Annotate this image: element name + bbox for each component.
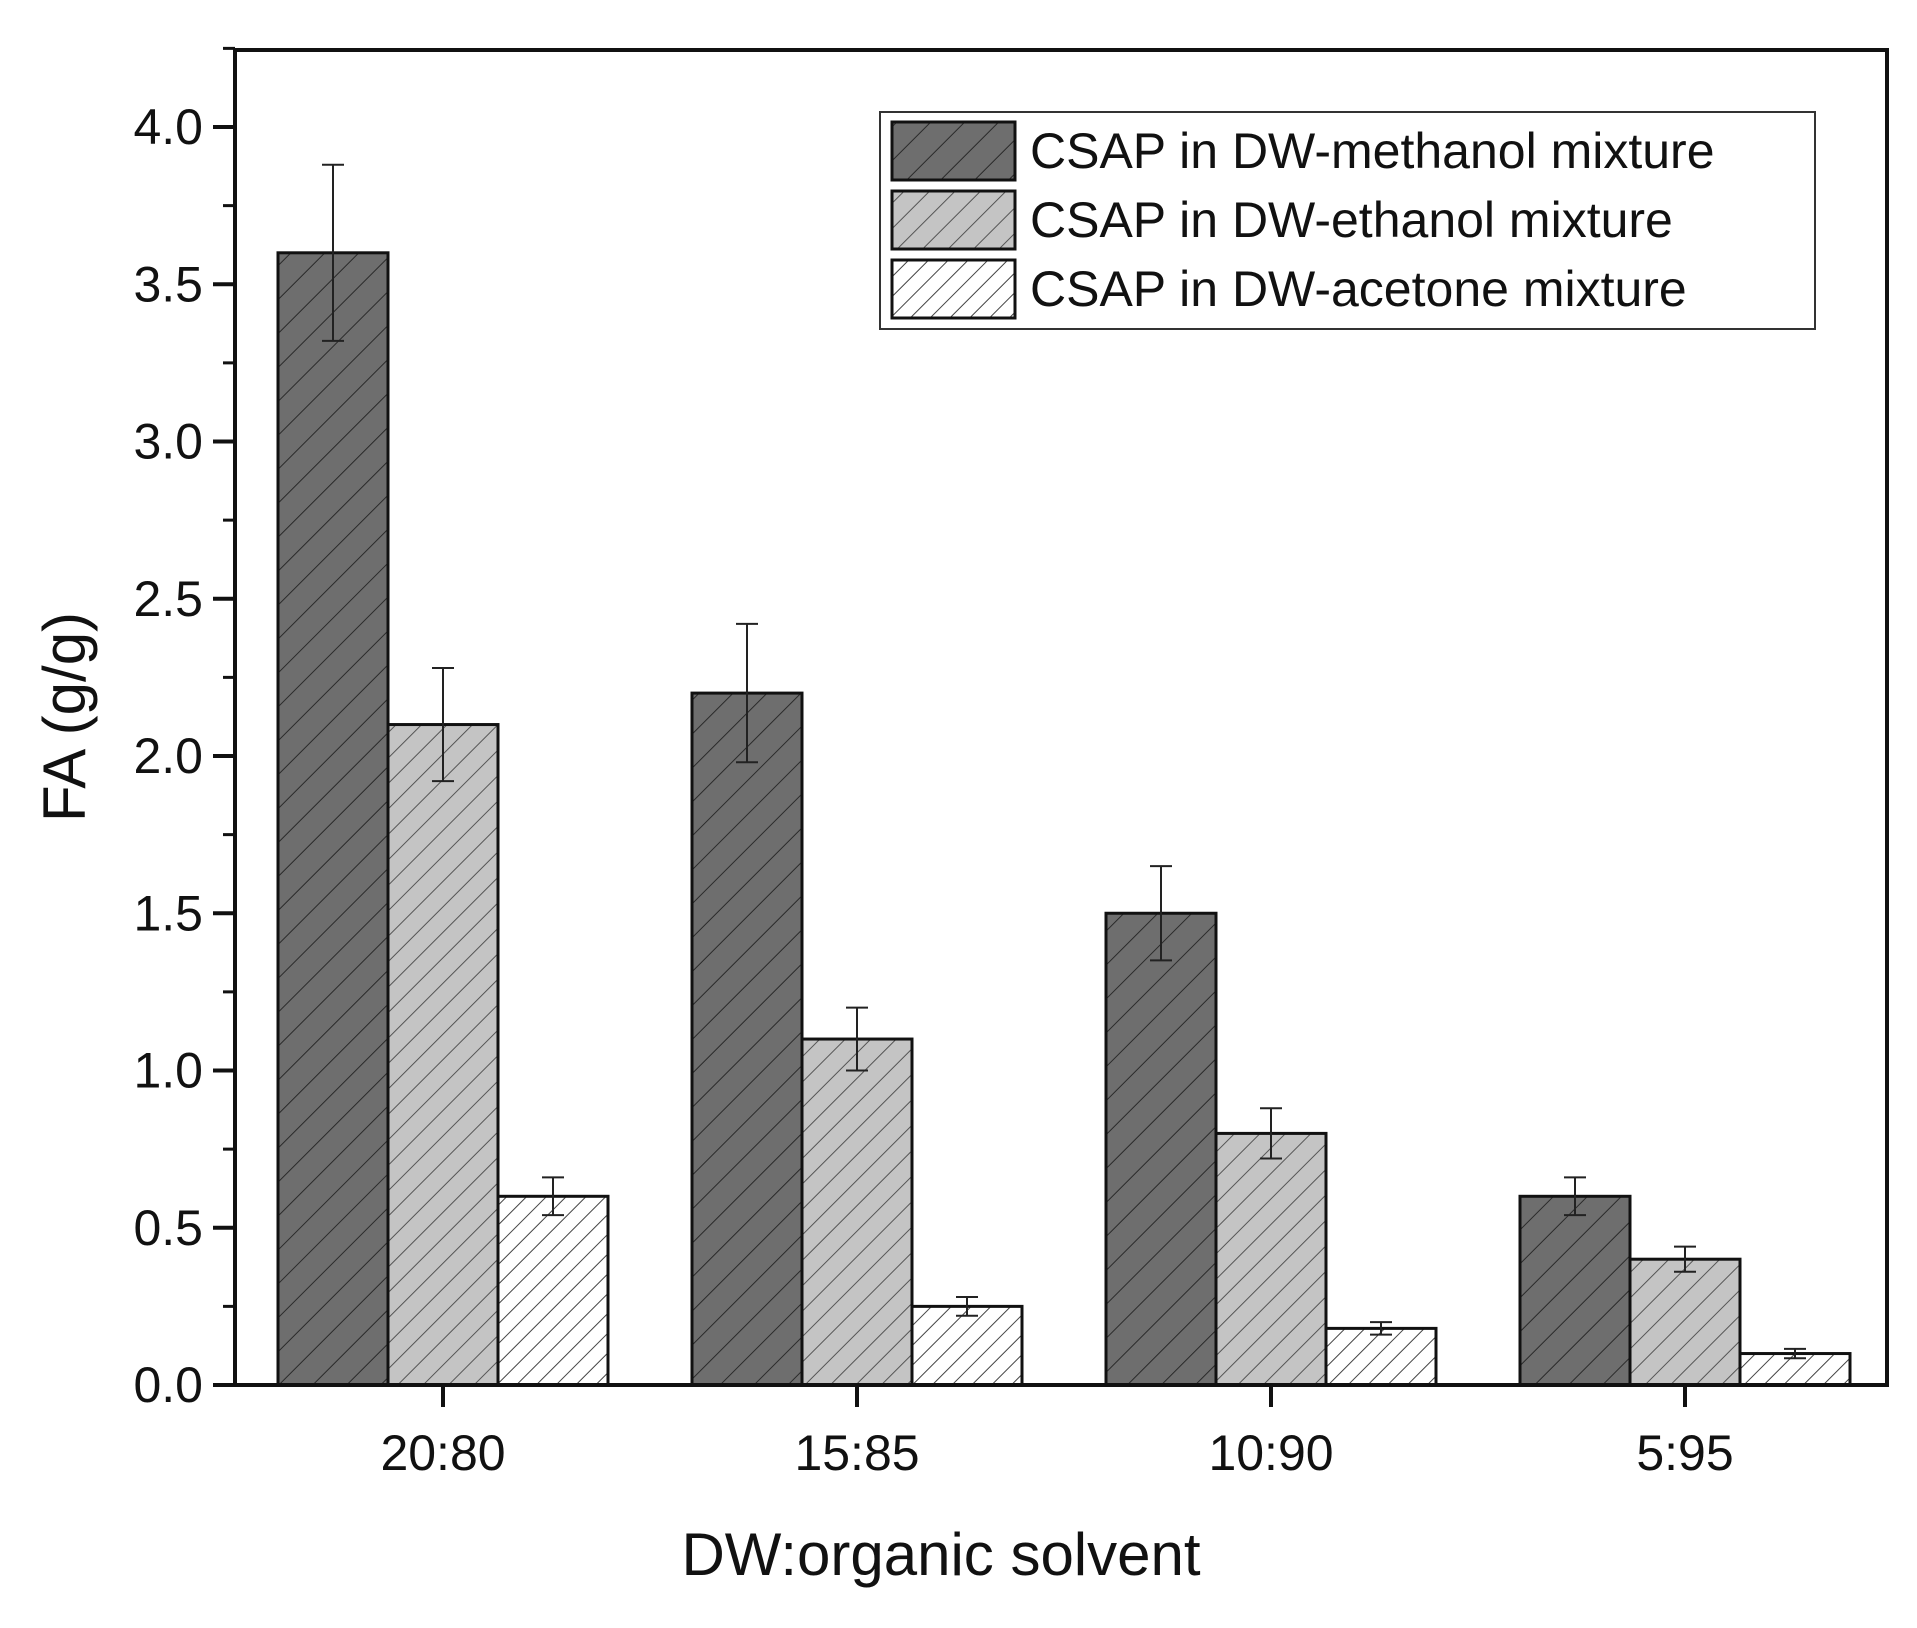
bar-ethanol-3 bbox=[1628, 1257, 1742, 1387]
error-bar-ethanol-3 bbox=[1674, 1245, 1696, 1273]
legend-label-acetone: CSAP in DW-acetone mixture bbox=[1030, 261, 1687, 317]
y-tick-label-0: 0.0 bbox=[133, 1357, 203, 1413]
bar-methanol-1 bbox=[690, 691, 804, 1387]
error-bar-acetone-2 bbox=[1370, 1321, 1392, 1336]
legend-item-acetone: CSAP in DW-acetone mixture bbox=[890, 258, 1687, 320]
error-bar-methanol-3 bbox=[1564, 1176, 1586, 1217]
bar-ethanol-2 bbox=[1214, 1131, 1328, 1387]
legend-label-methanol: CSAP in DW-methanol mixture bbox=[1030, 123, 1715, 179]
y-tick-label-1: 0.5 bbox=[133, 1200, 203, 1256]
error-bar-methanol-2 bbox=[1150, 865, 1172, 962]
error-bar-ethanol-2 bbox=[1260, 1107, 1282, 1160]
legend-item-ethanol: CSAP in DW-ethanol mixture bbox=[890, 189, 1673, 251]
y-axis-title: FA (g/g) bbox=[31, 612, 98, 822]
bar-ethanol-1 bbox=[800, 1037, 914, 1387]
y-tick-label-6: 3.0 bbox=[133, 414, 203, 470]
error-bar-methanol-1 bbox=[736, 622, 758, 764]
y-tick-label-3: 1.5 bbox=[133, 885, 203, 941]
plot-frame bbox=[233, 48, 1889, 1387]
error-bar-acetone-3 bbox=[1784, 1347, 1806, 1360]
x-tick-label-3: 5:95 bbox=[1636, 1425, 1733, 1481]
x-axis-title: DW:organic solvent bbox=[681, 1521, 1200, 1588]
legend-label-ethanol: CSAP in DW-ethanol mixture bbox=[1030, 192, 1673, 248]
y-tick-label-4: 2.0 bbox=[133, 728, 203, 784]
y-tick-label-8: 4.0 bbox=[133, 99, 203, 155]
x-tick-label-0: 20:80 bbox=[380, 1425, 505, 1481]
bar-acetone-2 bbox=[1324, 1326, 1438, 1387]
bar-acetone-0 bbox=[496, 1194, 610, 1387]
x-axis: 20:80 15:85 10:90 5:95 bbox=[380, 1385, 1734, 1481]
y-tick-label-7: 3.5 bbox=[133, 256, 203, 312]
legend: CSAP in DW-methanol mixture CSAP in DW-e… bbox=[879, 111, 1816, 330]
y-axis: 0.0 0.5 1.0 1.5 2.0 2.5 3.0 3.5 4.0 bbox=[133, 46, 235, 1413]
bar-methanol-3 bbox=[1518, 1194, 1632, 1387]
bar-acetone-1 bbox=[910, 1304, 1024, 1387]
legend-swatch-ethanol bbox=[890, 189, 1017, 251]
x-tick-label-1: 15:85 bbox=[794, 1425, 919, 1481]
legend-swatch-acetone bbox=[890, 258, 1017, 320]
bars-layer bbox=[276, 251, 1852, 1387]
legend-swatch-methanol bbox=[890, 120, 1017, 182]
x-tick-label-2: 10:90 bbox=[1208, 1425, 1333, 1481]
y-tick-label-2: 1.0 bbox=[133, 1043, 203, 1099]
bar-ethanol-0 bbox=[386, 723, 500, 1387]
error-bar-methanol-0 bbox=[322, 163, 344, 342]
legend-item-methanol: CSAP in DW-methanol mixture bbox=[890, 120, 1715, 182]
legend-frame bbox=[879, 111, 1816, 330]
y-tick-label-5: 2.5 bbox=[133, 571, 203, 627]
bar-methanol-2 bbox=[1104, 911, 1218, 1387]
error-bar-ethanol-1 bbox=[846, 1006, 868, 1072]
error-bar-ethanol-0 bbox=[432, 666, 454, 783]
bar-methanol-0 bbox=[276, 251, 390, 1387]
error-bar-acetone-0 bbox=[542, 1176, 564, 1217]
error-bar-acetone-1 bbox=[956, 1295, 978, 1317]
error-bars-layer bbox=[322, 163, 1806, 1360]
